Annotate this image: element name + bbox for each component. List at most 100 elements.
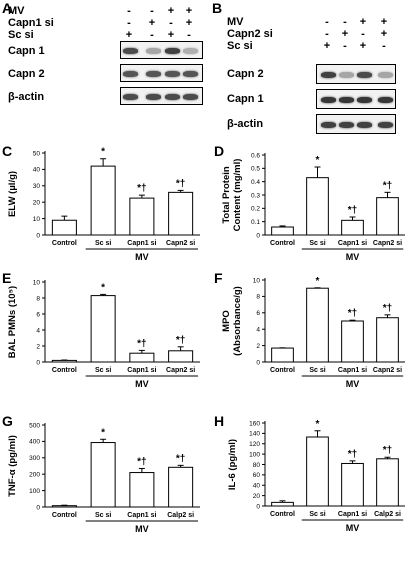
bar xyxy=(341,219,364,236)
y-tick-label: 160 xyxy=(249,420,260,427)
protein-band xyxy=(338,72,354,78)
blot-label: Capn 1 xyxy=(8,45,45,57)
condition-sign: + xyxy=(125,29,133,41)
bar xyxy=(168,191,194,236)
x-tick-label: Capn1 si xyxy=(338,367,367,374)
significance-marker: *† xyxy=(383,445,392,456)
panel-letter: F xyxy=(214,270,223,286)
x-tick-label: Capn2 si xyxy=(166,367,195,374)
y-tick-label: 40 xyxy=(253,483,261,490)
bar xyxy=(341,320,364,363)
significance-marker: *† xyxy=(137,456,146,467)
protein-band xyxy=(182,71,198,77)
bar xyxy=(376,317,399,363)
y-tick-label: 0.6 xyxy=(251,152,260,159)
x-tick-label: Capn1 si xyxy=(338,511,367,518)
y-tick-label: 40 xyxy=(33,167,41,174)
significance-marker: * xyxy=(101,147,105,158)
bar xyxy=(271,501,294,507)
condition-label: Sc si xyxy=(227,40,253,52)
condition-sign: - xyxy=(343,40,347,52)
bar xyxy=(306,436,329,507)
condition-sign: + xyxy=(380,16,388,28)
y-tick-label: 0 xyxy=(256,232,260,239)
condition-label: Capn1 si xyxy=(8,17,54,29)
group-label: MV xyxy=(346,252,360,262)
group-label: MV xyxy=(346,379,360,389)
protein-band xyxy=(164,94,180,100)
y-tick-label: 500 xyxy=(29,422,40,429)
bar xyxy=(51,505,77,508)
x-tick-label: Control xyxy=(270,511,295,518)
protein-band xyxy=(377,97,393,103)
x-tick-label: Sc si xyxy=(95,512,111,519)
protein-band xyxy=(145,94,161,100)
y-tick-label: 0.1 xyxy=(251,219,260,226)
protein-band xyxy=(182,94,198,100)
panel-letter: H xyxy=(214,413,225,429)
y-tick-label: 8 xyxy=(256,294,260,301)
condition-sign: + xyxy=(185,17,193,29)
y-tick-label: 0.3 xyxy=(251,192,260,199)
x-tick-label: Sc si xyxy=(309,511,325,518)
y-tick-label: 8 xyxy=(36,295,40,302)
y-tick-label: 0.2 xyxy=(251,206,260,213)
condition-label: Capn2 si xyxy=(227,28,273,40)
y-axis-label: ELW (µl/g) xyxy=(7,171,18,217)
condition-sign: - xyxy=(361,28,365,40)
condition-sign: - xyxy=(127,5,131,17)
blot-strip xyxy=(120,87,203,105)
bar-chart: 0 2 4 6 8 10 BAL PMNs (10⁵) Control * Sc si *† Capn… xyxy=(7,279,200,389)
y-tick-label: 100 xyxy=(29,488,40,495)
panel-letter: E xyxy=(2,270,12,286)
panel-letter: D xyxy=(214,143,225,159)
significance-marker: *† xyxy=(348,449,357,460)
x-tick-label: Control xyxy=(270,367,295,374)
condition-sign: + xyxy=(380,28,388,40)
y-tick-label: 0.5 xyxy=(251,166,260,173)
bar-chart: 0 0.1 0.2 0.3 0.4 0.5 0.6 Total ProteinContent … xyxy=(221,152,405,262)
y-tick-label: 4 xyxy=(36,327,40,334)
y-tick-label: 50 xyxy=(33,150,41,157)
significance-marker: * xyxy=(316,419,320,430)
y-tick-label: 0 xyxy=(256,359,260,366)
protein-band xyxy=(320,72,336,78)
significance-marker: * xyxy=(101,427,105,438)
y-tick-label: 20 xyxy=(253,493,261,500)
y-tick-label: 4 xyxy=(256,327,260,334)
x-tick-label: Capn1 si xyxy=(127,512,156,519)
bar xyxy=(90,295,116,363)
panel-b-letter: B xyxy=(212,0,223,16)
y-axis-label: TNF-α (pg/ml) xyxy=(7,435,18,497)
y-tick-label: 0 xyxy=(36,504,40,511)
condition-label: Sc si xyxy=(8,29,34,41)
significance-marker: *† xyxy=(176,178,185,189)
condition-sign: - xyxy=(325,16,329,28)
y-tick-label: 400 xyxy=(29,439,40,446)
y-tick-label: 0 xyxy=(36,359,40,366)
group-label: MV xyxy=(135,524,149,534)
bar xyxy=(376,197,399,236)
bar xyxy=(168,350,194,363)
protein-band xyxy=(320,97,336,103)
panel-letter: G xyxy=(2,413,13,429)
x-tick-label: Sc si xyxy=(309,240,325,247)
significance-marker: *† xyxy=(348,205,357,216)
y-tick-label: 2 xyxy=(36,343,40,350)
condition-sign: + xyxy=(167,5,175,17)
condition-sign: - xyxy=(150,29,154,41)
bar xyxy=(341,462,364,507)
blot-strip xyxy=(316,64,396,84)
y-tick-label: 0.4 xyxy=(251,179,260,186)
protein-band xyxy=(145,48,161,54)
y-tick-label: 10 xyxy=(33,279,41,286)
condition-sign: + xyxy=(359,16,367,28)
x-tick-label: Sc si xyxy=(309,367,325,374)
condition-sign: + xyxy=(359,40,367,52)
condition-sign: + xyxy=(167,29,175,41)
y-tick-label: 30 xyxy=(33,183,41,190)
y-axis-label: IL-6 (pg/ml) xyxy=(227,439,238,490)
protein-band xyxy=(377,122,393,128)
x-tick-label: Sc si xyxy=(95,240,111,247)
blot-label: β-actin xyxy=(227,118,264,130)
